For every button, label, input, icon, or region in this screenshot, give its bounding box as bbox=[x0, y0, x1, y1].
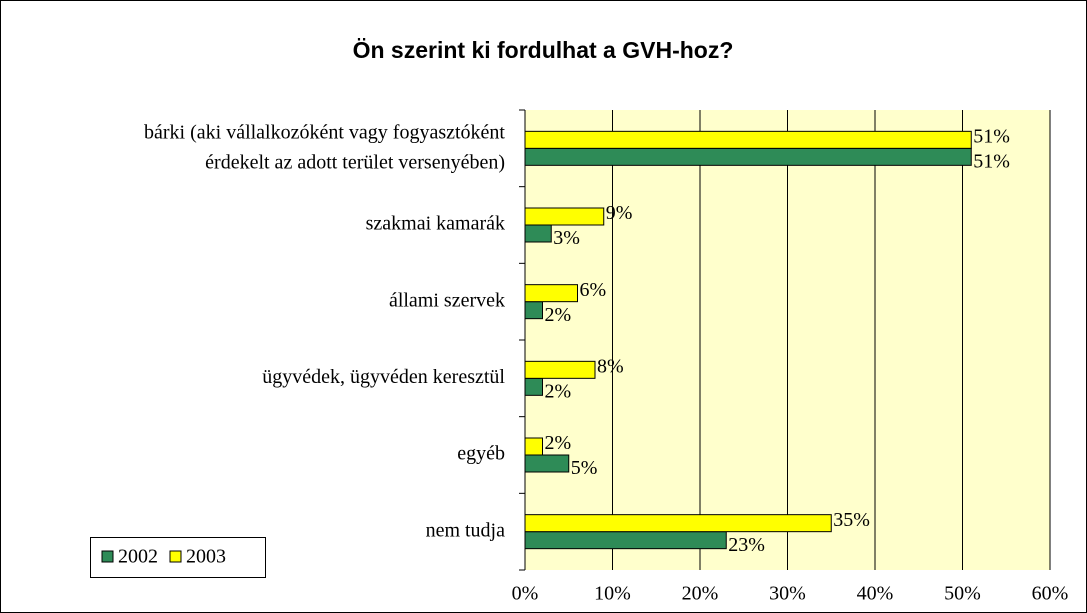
bar bbox=[524, 454, 570, 473]
y-tick-label: szakmai kamarák bbox=[366, 213, 505, 235]
y-tick-label: bárki (aki vállalkozóként vagy fogyasztó… bbox=[144, 121, 505, 173]
x-tick-label: 40% bbox=[857, 583, 894, 605]
chart-title: Ön szerint ki fordulhat a GVH-hoz? bbox=[353, 37, 734, 63]
value-label: 3% bbox=[553, 227, 580, 249]
value-label: 23% bbox=[728, 534, 765, 556]
bar bbox=[524, 514, 832, 533]
x-tick-label: 20% bbox=[682, 583, 719, 605]
y-tick-label: ügyvédek, ügyvéden keresztül bbox=[262, 366, 505, 388]
value-label: 2% bbox=[545, 380, 572, 402]
value-label: 5% bbox=[571, 457, 598, 479]
bar bbox=[524, 360, 596, 379]
y-tick-label: nem tudja bbox=[426, 519, 506, 541]
y-tick-label: állami szervek bbox=[389, 289, 505, 311]
bar bbox=[524, 207, 605, 226]
bar bbox=[524, 224, 552, 243]
value-label: 51% bbox=[973, 125, 1010, 147]
value-label: 2% bbox=[545, 304, 572, 326]
bar bbox=[524, 147, 972, 166]
legend-swatch bbox=[101, 550, 114, 563]
bar bbox=[524, 284, 578, 303]
bar bbox=[524, 531, 727, 550]
y-tick-label: egyéb bbox=[457, 443, 505, 465]
x-tick-label: 60% bbox=[1032, 583, 1069, 605]
legend-swatch bbox=[169, 550, 182, 563]
x-tick-label: 50% bbox=[944, 583, 981, 605]
bar bbox=[524, 301, 543, 320]
x-tick-label: 10% bbox=[594, 583, 631, 605]
bar bbox=[524, 377, 543, 396]
value-label: 51% bbox=[973, 150, 1010, 172]
legend-label: 2003 bbox=[186, 546, 226, 568]
value-label: 6% bbox=[580, 279, 607, 301]
value-label: 35% bbox=[833, 509, 870, 531]
value-label: 8% bbox=[597, 355, 624, 377]
legend-label: 2002 bbox=[118, 546, 158, 568]
value-label: 9% bbox=[606, 202, 633, 224]
x-tick-label: 0% bbox=[512, 583, 539, 605]
value-label: 2% bbox=[545, 432, 572, 454]
bar bbox=[524, 437, 543, 456]
bar bbox=[524, 130, 972, 149]
x-tick-label: 30% bbox=[769, 583, 806, 605]
